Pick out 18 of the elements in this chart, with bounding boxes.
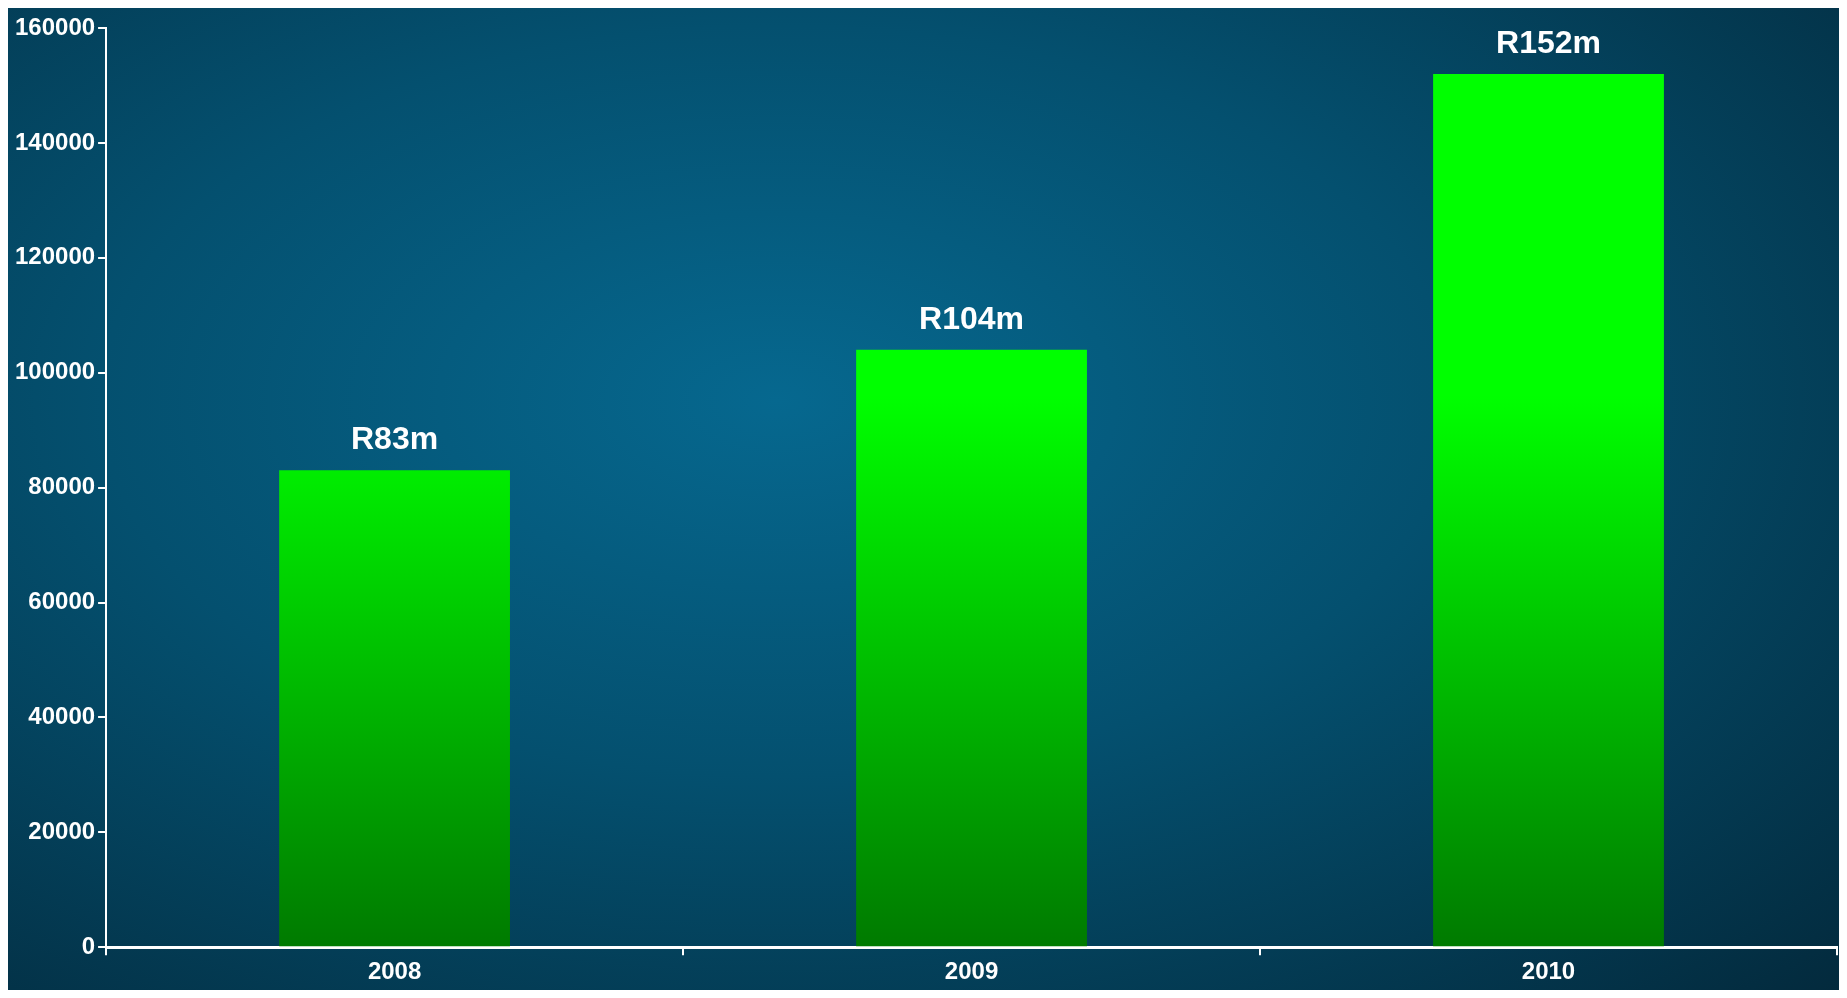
x-tick-label: 2009 bbox=[944, 957, 999, 985]
y-tick-label: 160000 bbox=[14, 12, 96, 40]
y-tick-label: 40000 bbox=[28, 702, 96, 730]
data-label: R83m bbox=[350, 420, 439, 457]
y-tick-label: 60000 bbox=[28, 587, 96, 615]
x-tick-label: 2008 bbox=[367, 957, 422, 985]
y-tick-label: 140000 bbox=[14, 127, 96, 155]
y-tick-label: 0 bbox=[81, 931, 96, 959]
bar bbox=[856, 349, 1087, 947]
bar bbox=[279, 470, 510, 947]
bar bbox=[1433, 73, 1664, 947]
x-tick-label: 2010 bbox=[1521, 957, 1576, 985]
data-label: R104m bbox=[919, 299, 1025, 336]
data-label: R152m bbox=[1496, 23, 1601, 60]
y-tick-label: 80000 bbox=[28, 472, 96, 500]
y-tick-label: 120000 bbox=[14, 242, 96, 270]
y-tick-label: 20000 bbox=[28, 816, 96, 844]
y-tick-label: 100000 bbox=[14, 357, 96, 385]
